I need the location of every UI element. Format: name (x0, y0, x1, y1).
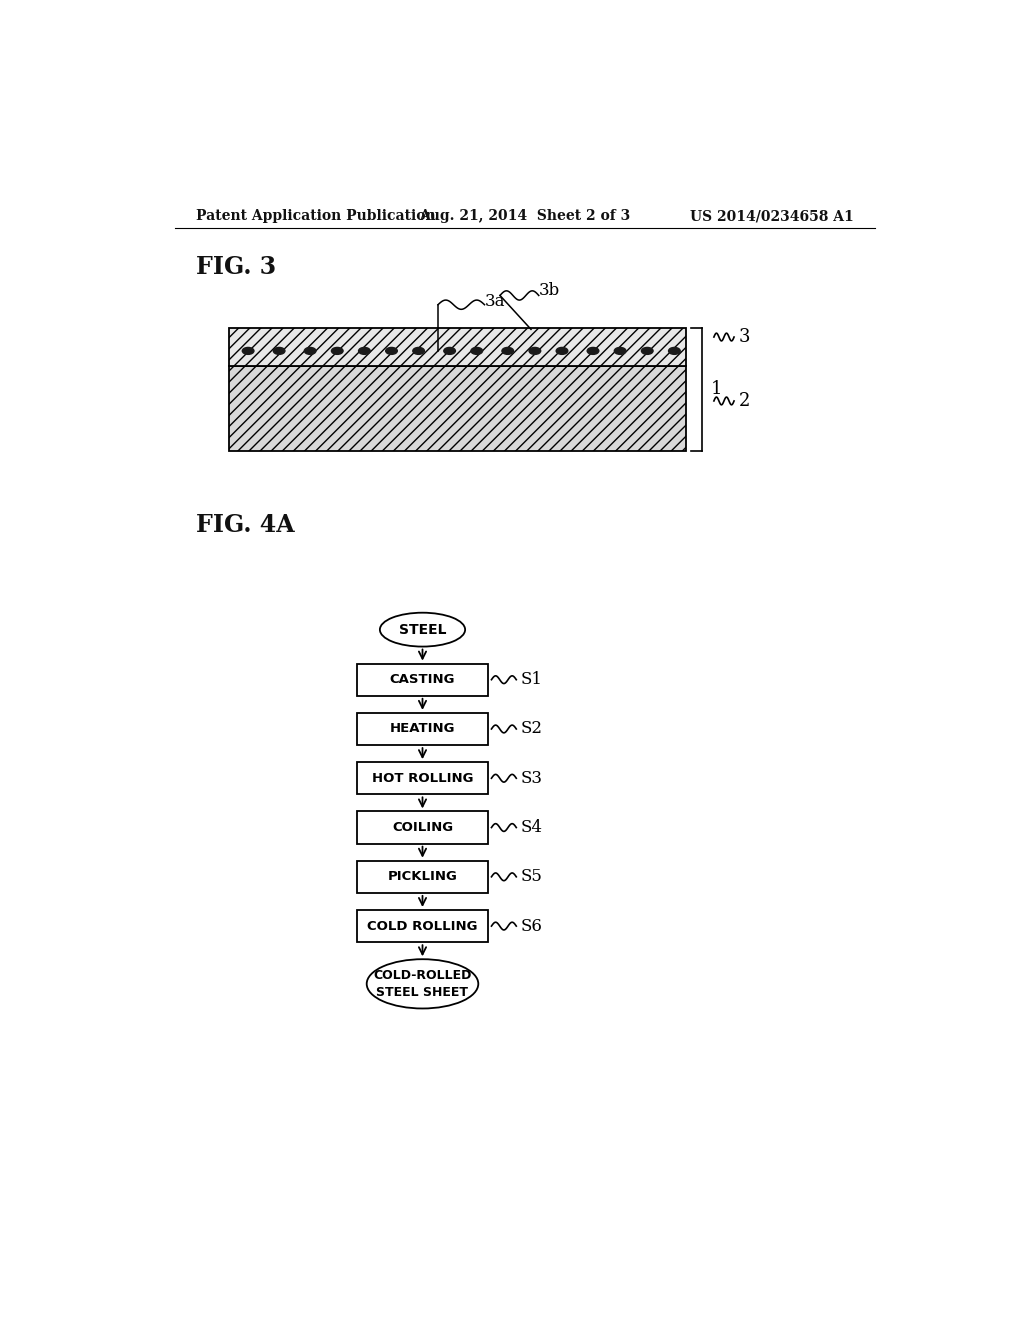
Ellipse shape (669, 347, 680, 354)
Ellipse shape (529, 347, 541, 354)
Text: FIG. 4A: FIG. 4A (197, 512, 295, 537)
FancyBboxPatch shape (356, 664, 488, 696)
Ellipse shape (502, 347, 514, 354)
Text: Patent Application Publication: Patent Application Publication (197, 209, 436, 223)
FancyBboxPatch shape (356, 762, 488, 795)
Text: 3a: 3a (484, 293, 505, 310)
Ellipse shape (556, 347, 568, 354)
FancyBboxPatch shape (356, 909, 488, 942)
Text: COLD ROLLING: COLD ROLLING (368, 920, 478, 933)
Ellipse shape (243, 347, 254, 354)
Ellipse shape (304, 347, 316, 354)
Ellipse shape (367, 960, 478, 1008)
Text: 2: 2 (738, 392, 750, 411)
Text: HEATING: HEATING (390, 722, 456, 735)
Text: 1: 1 (711, 380, 722, 399)
Ellipse shape (443, 347, 456, 354)
Text: PICKLING: PICKLING (387, 870, 458, 883)
Text: S5: S5 (521, 869, 543, 886)
Ellipse shape (413, 347, 424, 354)
Ellipse shape (358, 347, 371, 354)
Ellipse shape (614, 347, 626, 354)
FancyBboxPatch shape (356, 861, 488, 892)
Polygon shape (228, 367, 686, 451)
Text: S4: S4 (521, 818, 543, 836)
FancyBboxPatch shape (356, 812, 488, 843)
Ellipse shape (471, 347, 482, 354)
Text: COLD-ROLLED
STEEL SHEET: COLD-ROLLED STEEL SHEET (374, 969, 472, 999)
Text: S1: S1 (521, 671, 543, 688)
Ellipse shape (386, 347, 397, 354)
Text: 3: 3 (738, 329, 751, 346)
Text: FIG. 3: FIG. 3 (197, 255, 276, 279)
Ellipse shape (587, 347, 599, 354)
FancyBboxPatch shape (356, 713, 488, 744)
Text: US 2014/0234658 A1: US 2014/0234658 A1 (689, 209, 853, 223)
Text: S3: S3 (521, 770, 543, 787)
Text: S2: S2 (521, 721, 543, 738)
Text: STEEL: STEEL (398, 623, 446, 636)
Text: HOT ROLLING: HOT ROLLING (372, 772, 473, 785)
Text: COILING: COILING (392, 821, 453, 834)
Polygon shape (228, 327, 686, 367)
Ellipse shape (380, 612, 465, 647)
Ellipse shape (273, 347, 285, 354)
Text: 3b: 3b (539, 281, 560, 298)
Text: Aug. 21, 2014  Sheet 2 of 3: Aug. 21, 2014 Sheet 2 of 3 (419, 209, 631, 223)
Text: CASTING: CASTING (390, 673, 456, 686)
Text: S6: S6 (521, 917, 543, 935)
Ellipse shape (332, 347, 343, 354)
Ellipse shape (641, 347, 653, 354)
